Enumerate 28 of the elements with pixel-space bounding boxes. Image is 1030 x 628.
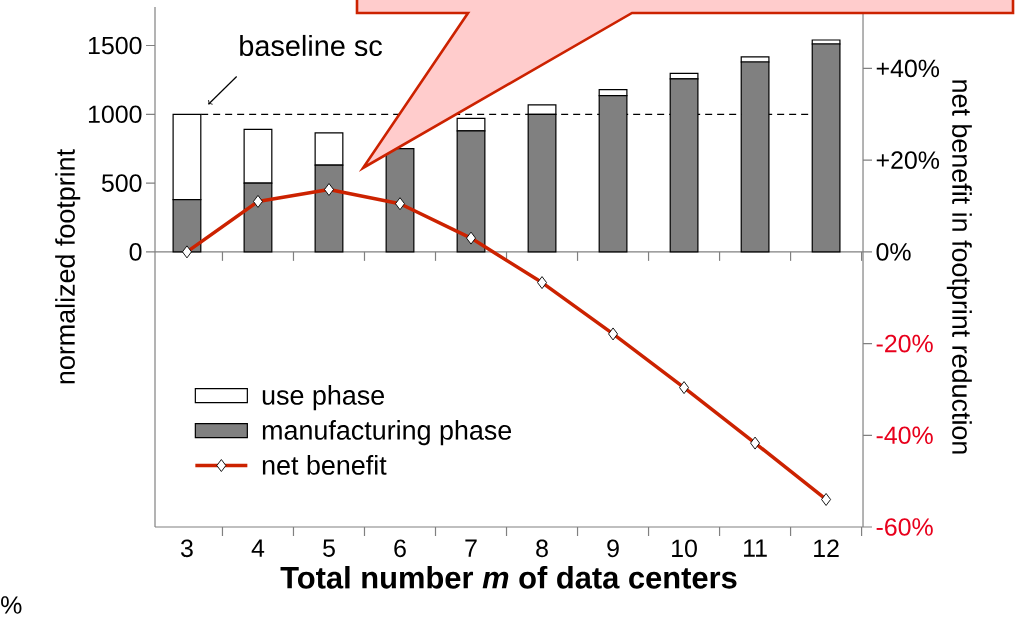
legend-label: use phase bbox=[262, 385, 384, 411]
y-axis-title: normalized footprint bbox=[55, 149, 81, 384]
y2-tick-label: -40% bbox=[876, 426, 933, 445]
text: % bbox=[1, 596, 22, 614]
y2-tick-label: 0% bbox=[876, 243, 911, 261]
legend-label: manufacturing phase bbox=[262, 420, 512, 446]
x-tick-label: 11 bbox=[744, 539, 767, 557]
x-tick-label: 8 bbox=[536, 539, 548, 558]
annotation: baseline sc bbox=[240, 34, 383, 57]
y-tick-label: 500 bbox=[101, 174, 142, 192]
y-tick-label: 1000 bbox=[88, 105, 142, 124]
y2-tick-label: +20% bbox=[876, 151, 940, 169]
y2-tick-label: +40% bbox=[876, 59, 940, 78]
x-tick-label: 6 bbox=[394, 539, 406, 558]
y-tick-label: 1500 bbox=[88, 36, 142, 55]
y2-axis-title: net benefit in footprint reduction bbox=[946, 80, 972, 454]
legend-label: net benefit bbox=[262, 455, 387, 475]
x-tick-label: 4 bbox=[251, 539, 265, 557]
y2-tick-label: -60% bbox=[876, 518, 933, 536]
x-tick-label: 12 bbox=[814, 539, 839, 557]
x-tick-label: 7 bbox=[465, 539, 477, 557]
x-tick-label: 3 bbox=[180, 539, 193, 558]
x-tick-label: 10 bbox=[672, 539, 697, 558]
x-axis-title: Total number m of data centers bbox=[280, 565, 737, 589]
y2-tick-label: -20% bbox=[876, 334, 933, 353]
y-tick-label: 0 bbox=[129, 243, 142, 261]
x-tick-label: 9 bbox=[607, 539, 619, 558]
x-tick-label: 5 bbox=[323, 539, 335, 557]
